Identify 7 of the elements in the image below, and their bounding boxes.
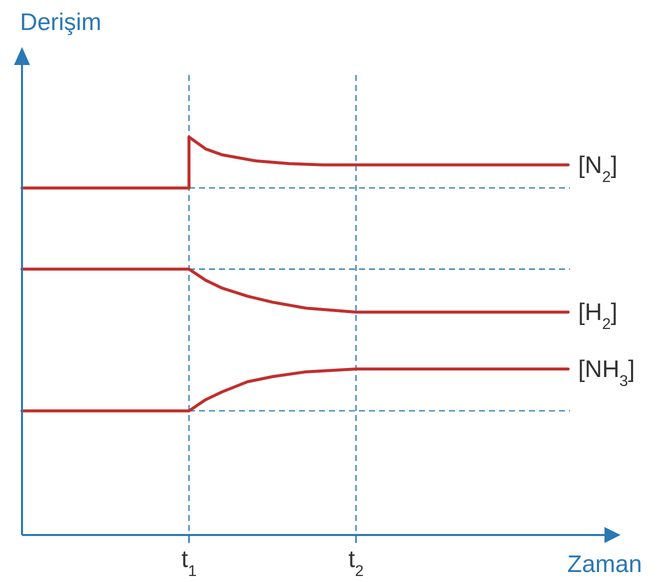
series-label: [N$_{2}$] bbox=[578, 152, 618, 186]
y-axis-title: Derişim bbox=[20, 9, 102, 36]
x-tick-label: t$_{1}$ bbox=[181, 546, 197, 580]
series-label: [H$_{2}$] bbox=[578, 299, 618, 333]
x-axis-title: Zaman bbox=[567, 551, 642, 578]
series-label: [NH$_{3}$] bbox=[578, 356, 635, 390]
x-tick-label: t$_{2}$ bbox=[348, 546, 364, 580]
